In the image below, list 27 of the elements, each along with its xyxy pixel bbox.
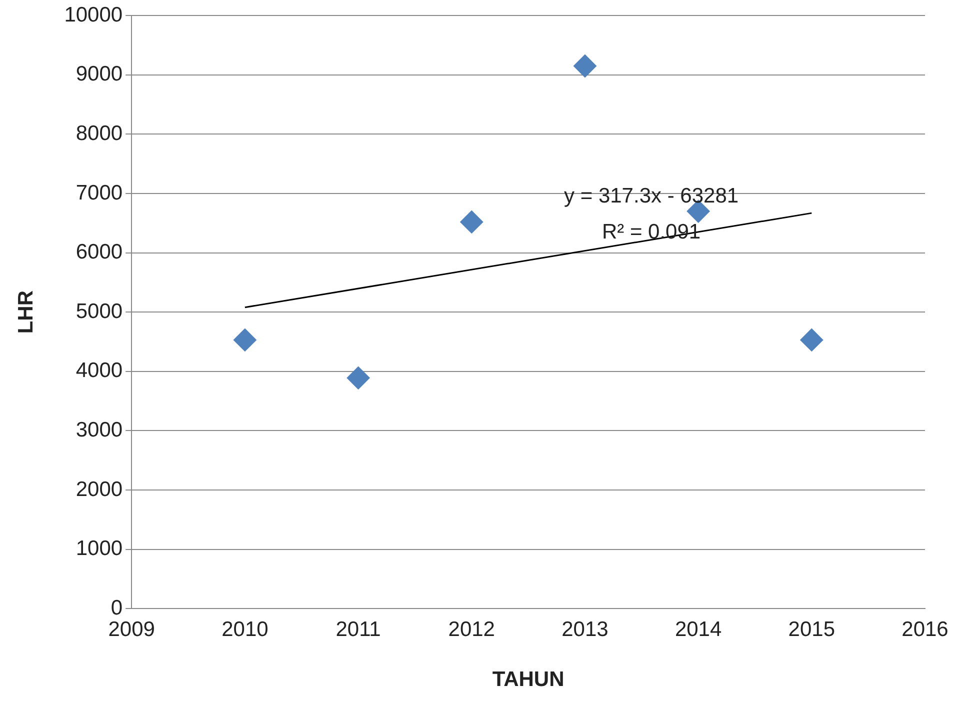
x-tick-label: 2015 [788, 618, 836, 641]
point [800, 328, 824, 352]
y-tick-label: 10000 [64, 3, 123, 26]
y-tick-label: 7000 [76, 181, 123, 204]
point [233, 328, 256, 352]
x-tick-label: 2010 [222, 618, 268, 641]
y-tick-label: 6000 [76, 240, 123, 264]
point [346, 366, 370, 390]
y-tick-label: 9000 [76, 62, 123, 86]
y-tick-label: 2000 [76, 478, 123, 501]
point [460, 210, 484, 234]
x-axis-title: TAHUN [492, 668, 564, 692]
x-tick-label: 2013 [562, 618, 608, 641]
y-tick-label: 4000 [76, 359, 123, 382]
x-tick-label: 2011 [336, 618, 381, 641]
y-tick-label: 8000 [76, 122, 123, 145]
x-tick-label: 2016 [902, 618, 948, 641]
y-axis-title: LHR [14, 290, 38, 334]
annotation: y = 317.3x - 63281 [564, 184, 739, 208]
y-tick-label: 5000 [76, 300, 123, 323]
point [573, 54, 596, 78]
x-tick-label: 2014 [674, 618, 722, 641]
x-tick-label: 2012 [448, 618, 495, 641]
y-tick-label: 1000 [76, 537, 123, 560]
y-tick-label: 3000 [76, 418, 123, 442]
x-tick-label: 2009 [108, 618, 155, 641]
y-tick-label: 0 [110, 596, 123, 620]
